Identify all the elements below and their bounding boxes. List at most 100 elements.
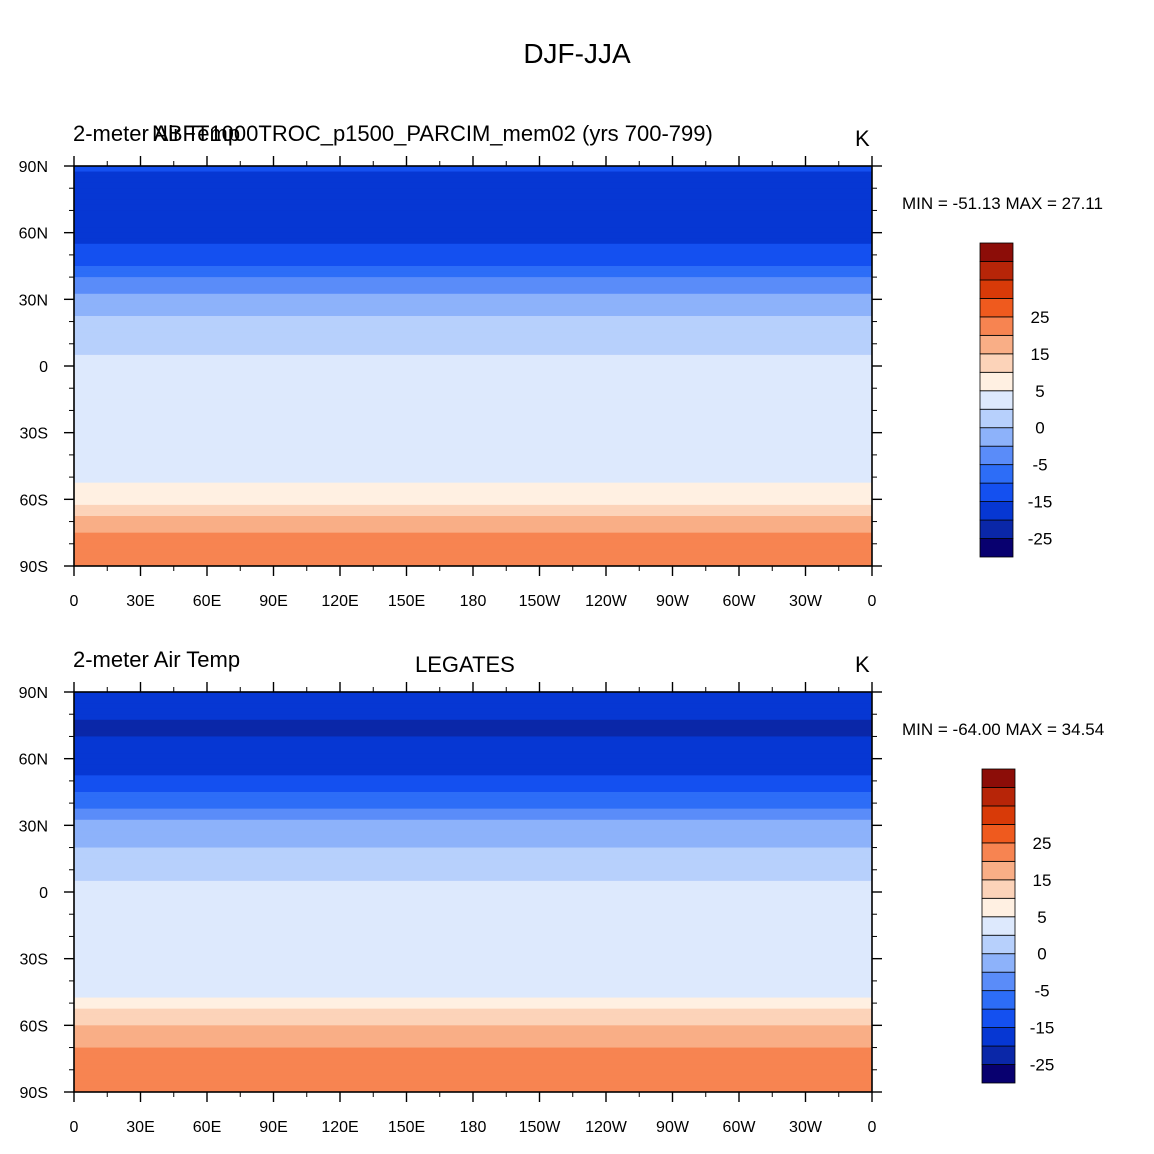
- x-tick-label: 120W: [585, 1119, 628, 1136]
- temperature-band: [74, 377, 872, 384]
- temperature-band: [74, 538, 872, 545]
- temperature-band: [74, 382, 872, 389]
- colorbar-swatch: [979, 408, 1014, 429]
- colorbar-swatch: [981, 787, 1016, 807]
- temperature-band: [74, 499, 872, 506]
- temperature-band: [74, 1064, 872, 1071]
- y-tick-label: 60S: [20, 1018, 48, 1035]
- temperature-band: [74, 249, 872, 256]
- x-tick-label: 30W: [789, 593, 823, 610]
- temperature-band: [74, 703, 872, 710]
- temperature-band: [74, 886, 872, 893]
- temperature-band: [74, 371, 872, 378]
- temperature-band: [74, 775, 872, 782]
- temperature-band: [74, 527, 872, 534]
- temperature-band: [74, 753, 872, 760]
- temperature-band: [74, 903, 872, 910]
- temperature-band: [74, 504, 872, 512]
- temperature-band: [74, 897, 872, 904]
- x-tick-label: 90W: [656, 593, 690, 610]
- temperature-band: [74, 532, 872, 539]
- temperature-band: [74, 1008, 872, 1015]
- panel-2-left-title: 2-meter Air Temp: [73, 647, 241, 672]
- panel-1-units: K: [855, 126, 870, 151]
- temperature-band: [74, 338, 872, 345]
- temperature-band: [74, 171, 872, 178]
- temperature-band: [74, 936, 872, 943]
- temperature-band: [74, 482, 872, 489]
- temperature-band: [74, 543, 872, 550]
- temperature-band: [74, 697, 872, 704]
- temperature-band: [74, 210, 872, 217]
- temperature-band: [74, 332, 872, 339]
- temperature-band: [74, 730, 872, 738]
- temperature-band: [74, 747, 872, 754]
- x-tick-label: 150E: [388, 1119, 425, 1136]
- colorbar-swatch: [981, 1008, 1016, 1028]
- colorbar-label: -5: [1032, 456, 1047, 475]
- colorbar-swatch: [981, 990, 1016, 1010]
- temperature-band: [74, 438, 872, 445]
- temperature-band: [74, 858, 872, 865]
- temperature-band: [74, 1030, 872, 1038]
- x-tick-label: 0: [70, 593, 79, 610]
- temperature-band: [74, 510, 872, 517]
- temperature-band: [74, 477, 872, 484]
- temperature-band: [74, 227, 872, 234]
- temperature-band: [74, 958, 872, 965]
- colorbar-swatch: [981, 860, 1016, 881]
- temperature-band: [74, 842, 872, 849]
- colorbar-swatch: [979, 519, 1014, 539]
- temperature-band: [74, 421, 872, 428]
- temperature-band: [74, 254, 872, 262]
- colorbar-label: 25: [1031, 308, 1050, 327]
- temperature-band: [74, 393, 872, 400]
- temperature-band: [74, 764, 872, 771]
- x-tick-label: 150W: [519, 1119, 562, 1136]
- temperature-band: [74, 869, 872, 876]
- temperature-band: [74, 819, 872, 826]
- colorbar-swatch: [979, 390, 1014, 410]
- colorbar-label: -5: [1034, 982, 1049, 1001]
- temperature-band: [74, 914, 872, 921]
- temperature-band: [74, 758, 872, 765]
- temperature-band: [74, 238, 872, 245]
- temperature-band: [74, 266, 872, 273]
- temperature-band: [74, 797, 872, 804]
- temperature-band: [74, 549, 872, 556]
- temperature-band: [74, 488, 872, 495]
- colorbar-swatch: [979, 482, 1014, 502]
- y-tick-label: 60N: [19, 752, 48, 769]
- x-tick-label: 90W: [656, 1119, 690, 1136]
- temperature-band: [74, 310, 872, 317]
- x-tick-label: 0: [868, 1119, 877, 1136]
- temperature-band: [74, 443, 872, 450]
- temperature-band: [74, 908, 872, 915]
- colorbar-label: 15: [1031, 345, 1050, 364]
- colorbar-swatch: [979, 371, 1014, 392]
- panel-2-units: K: [855, 652, 870, 677]
- temperature-band: [74, 404, 872, 412]
- colorbar-swatch: [979, 501, 1014, 521]
- temperature-band: [74, 304, 872, 312]
- temperature-band: [74, 188, 872, 195]
- panel-2-minmax: MIN = -64.00 MAX = 34.54: [902, 720, 1105, 739]
- panel-1-map: 0 30E 60E 90E 120E 150E 180 150W 120W 90W 60W 30W 0 9…: [19, 156, 882, 610]
- temperature-band: [74, 1014, 872, 1021]
- temperature-band: [74, 466, 872, 473]
- temperature-band: [74, 953, 872, 960]
- temperature-band: [74, 1069, 872, 1076]
- x-tick-label: 120E: [321, 1119, 358, 1136]
- colorbar-swatch: [981, 879, 1016, 899]
- temperature-band: [74, 919, 872, 926]
- temperature-band: [74, 1080, 872, 1088]
- temperature-band: [74, 992, 872, 999]
- temperature-band: [74, 282, 872, 289]
- temperature-band: [74, 232, 872, 239]
- temperature-band: [74, 969, 872, 976]
- temperature-band: [74, 925, 872, 932]
- colorbar-swatch: [981, 953, 1016, 973]
- temperature-band: [74, 471, 872, 478]
- colorbar-label: 25: [1033, 834, 1052, 853]
